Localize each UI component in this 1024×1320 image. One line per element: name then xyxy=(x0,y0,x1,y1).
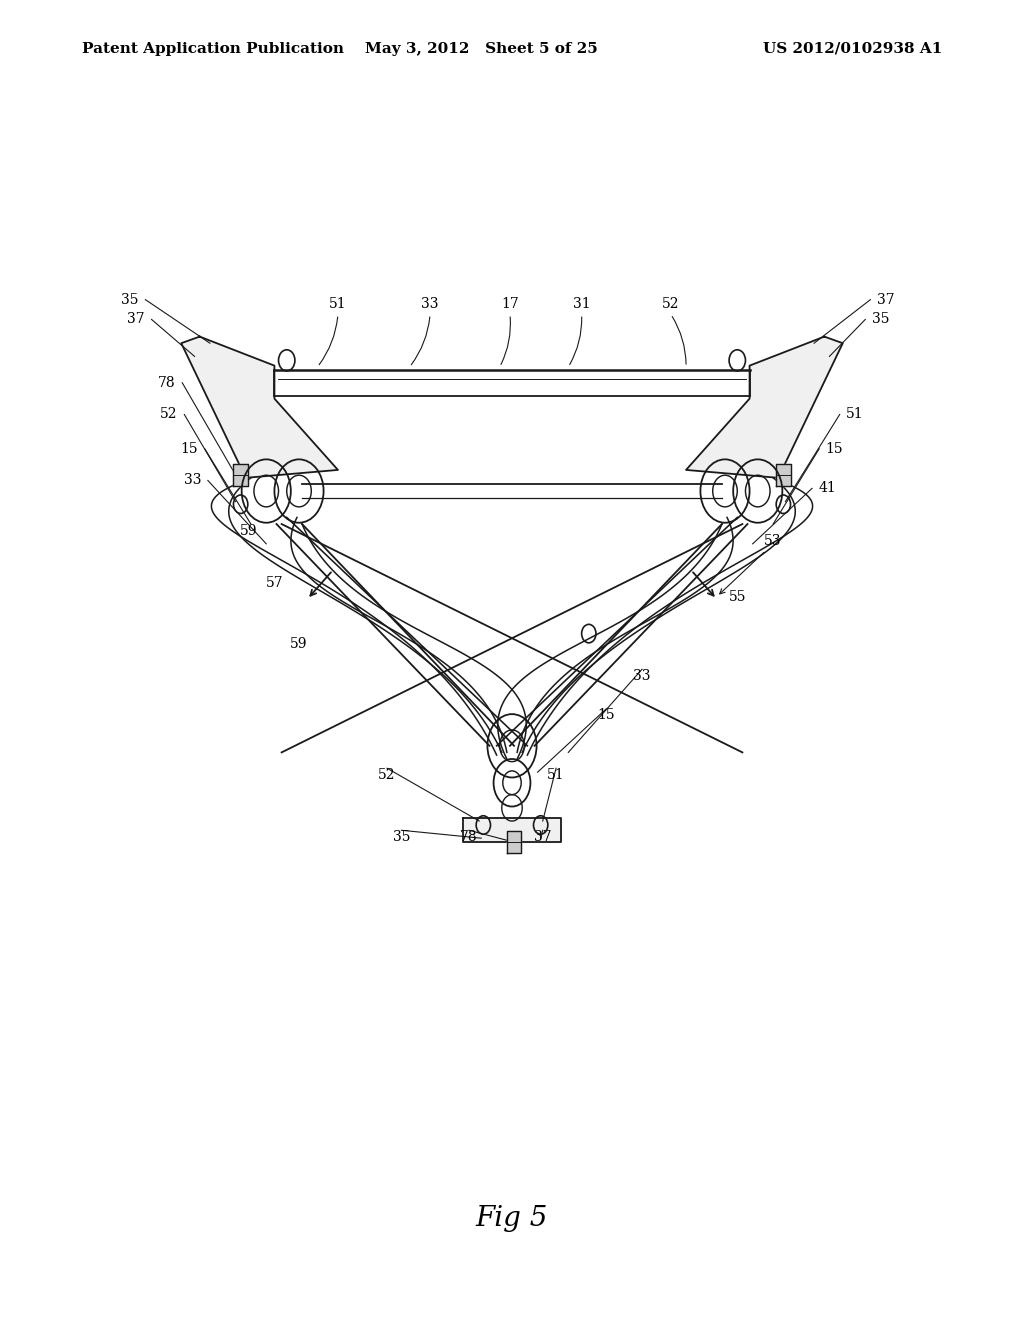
Text: 59: 59 xyxy=(240,524,258,537)
Polygon shape xyxy=(507,832,521,854)
Text: 35: 35 xyxy=(121,293,139,306)
Text: 59: 59 xyxy=(290,638,308,651)
Text: 55: 55 xyxy=(728,590,746,603)
Text: 15: 15 xyxy=(180,442,199,455)
Text: 53: 53 xyxy=(764,535,782,548)
Text: 37: 37 xyxy=(127,313,145,326)
Polygon shape xyxy=(181,337,338,478)
Text: 33: 33 xyxy=(421,297,439,310)
Text: 51: 51 xyxy=(846,408,864,421)
Text: 35: 35 xyxy=(392,830,411,843)
Polygon shape xyxy=(776,465,791,486)
Text: 31: 31 xyxy=(572,297,591,310)
Text: May 3, 2012   Sheet 5 of 25: May 3, 2012 Sheet 5 of 25 xyxy=(365,42,598,55)
Polygon shape xyxy=(686,337,843,478)
Polygon shape xyxy=(233,465,248,486)
Polygon shape xyxy=(463,818,561,842)
Text: 33: 33 xyxy=(633,669,651,682)
Text: 41: 41 xyxy=(818,482,837,495)
Text: 51: 51 xyxy=(547,768,565,781)
Text: 52: 52 xyxy=(378,768,396,781)
Text: 37: 37 xyxy=(534,830,552,843)
Text: 15: 15 xyxy=(597,709,615,722)
Text: 78: 78 xyxy=(158,376,176,389)
Text: 51: 51 xyxy=(329,297,347,310)
Text: 78: 78 xyxy=(460,830,478,843)
Text: Patent Application Publication: Patent Application Publication xyxy=(82,42,344,55)
Text: 57: 57 xyxy=(265,577,284,590)
Text: US 2012/0102938 A1: US 2012/0102938 A1 xyxy=(763,42,942,55)
Text: 37: 37 xyxy=(877,293,895,306)
Text: 52: 52 xyxy=(662,297,680,310)
Text: 35: 35 xyxy=(871,313,890,326)
Text: 52: 52 xyxy=(160,408,178,421)
Text: 17: 17 xyxy=(501,297,519,310)
Text: 15: 15 xyxy=(825,442,844,455)
Text: Fig 5: Fig 5 xyxy=(476,1205,548,1232)
Text: 33: 33 xyxy=(183,474,202,487)
